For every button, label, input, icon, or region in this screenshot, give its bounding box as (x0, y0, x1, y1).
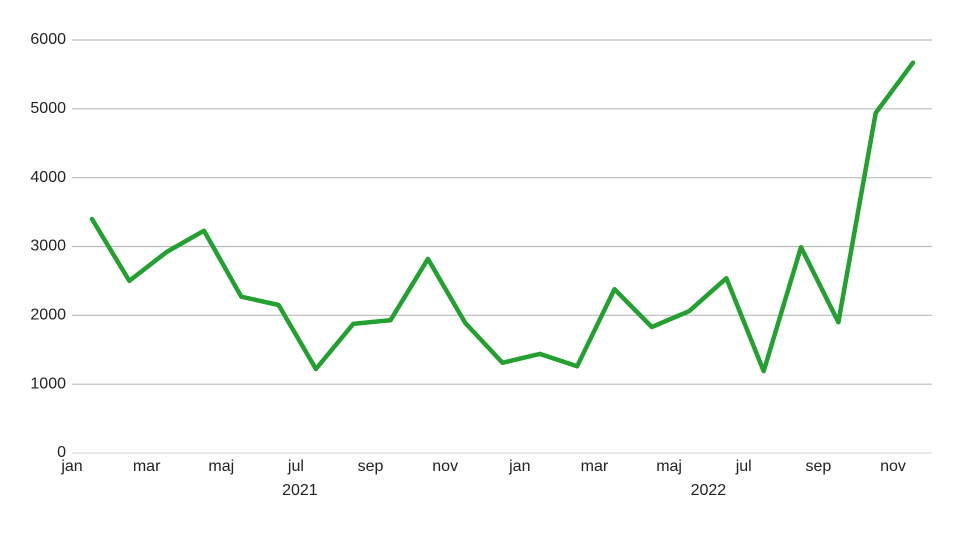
y-tick-label: 0 (57, 444, 66, 461)
year-label: 2021 (282, 482, 318, 499)
x-tick-label: sep (805, 458, 831, 475)
x-tick-label: jan (60, 458, 82, 475)
y-tick-label: 4000 (30, 169, 66, 186)
x-tick-label: jan (508, 458, 530, 475)
y-tick-label: 2000 (30, 307, 66, 324)
x-tick-label: maj (656, 458, 682, 475)
y-tick-label: 5000 (30, 100, 66, 117)
x-tick-label: nov (432, 458, 458, 475)
x-tick-label: nov (880, 458, 906, 475)
x-tick-label: jul (287, 458, 304, 475)
x-tick-label: sep (358, 458, 384, 475)
x-tick-label: maj (208, 458, 234, 475)
year-label: 2022 (691, 482, 727, 499)
x-tick-label: mar (581, 458, 609, 475)
x-tick-label: jul (735, 458, 752, 475)
y-tick-label: 6000 (30, 31, 66, 48)
y-tick-label: 3000 (30, 238, 66, 255)
x-tick-label: mar (133, 458, 161, 475)
y-tick-label: 1000 (30, 375, 66, 392)
data-line (89, 60, 916, 374)
